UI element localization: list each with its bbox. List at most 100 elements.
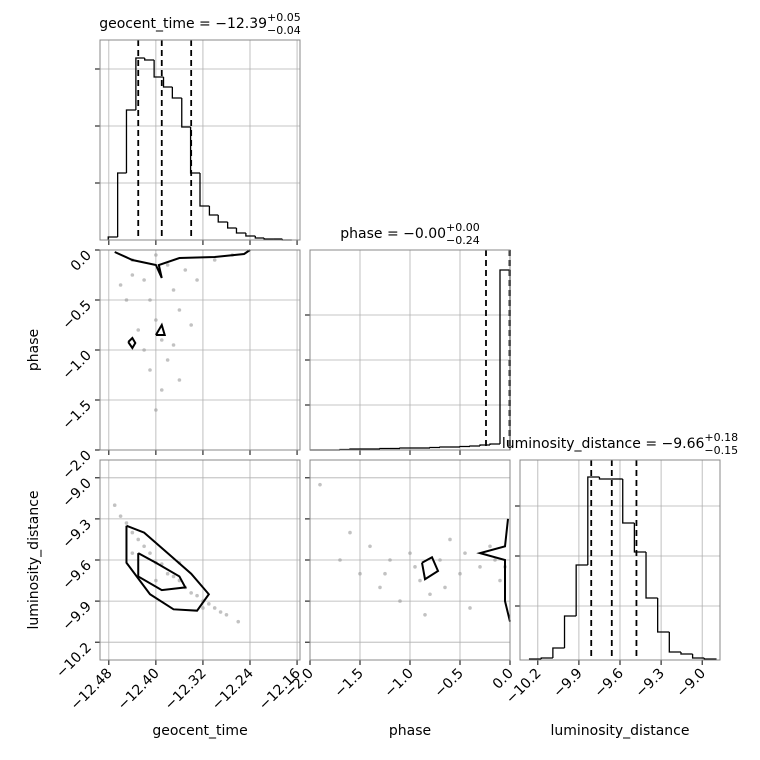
title-sup: +0.18 [704,431,738,444]
sample-point [195,593,199,598]
panel-border [309,249,511,451]
hist-step [181,98,191,128]
x-tick-label: −12.24 [209,665,257,713]
sample-point [148,551,152,555]
sample-point [130,551,135,555]
sample-point [383,571,387,576]
sample-point [154,318,158,322]
hist-step [575,564,588,616]
sample-point [165,263,170,267]
hist-step [459,445,470,448]
sample-point [458,571,462,576]
sample-point [142,348,146,352]
hist-step [263,238,274,240]
hist-step [116,172,127,237]
panel-title: luminosity_distance = −9.66+0.18 −0.15 [502,431,738,457]
hist-step [208,206,219,216]
panel-border [99,39,301,241]
sample-point [388,558,392,562]
sample-point [207,602,211,606]
sample-point [318,482,322,487]
hist-step [171,87,182,99]
sample-point [142,544,146,549]
sample-point [189,591,193,595]
sample-point [136,537,141,542]
hist-step [199,173,210,207]
hist-step [235,228,246,234]
panel-title: geocent_time = −12.39+0.05 −0.04 [99,11,301,37]
hist-step [645,552,658,599]
hist-step [135,57,145,110]
hist-step [563,615,577,648]
sample-point [378,585,382,590]
sample-point [418,578,422,583]
sample-point [195,278,199,282]
sample-point [468,606,472,610]
sample-point [338,558,342,562]
panel: −12.48 −12.40 −12.32 −12.24 −12.16−10.2−9.9−… [26,459,304,739]
hist-step [429,446,440,449]
panel-frame [100,40,300,240]
hist-step [144,58,155,61]
sample-point [165,358,170,362]
x-tick-label: −9.9 [550,666,585,701]
sample-point [124,298,129,302]
y-tick-label: −9.0 [59,475,94,510]
contour-line [476,518,511,622]
sample-point [118,283,123,287]
sample-point [358,571,362,576]
y-tick-label: −1.5 [59,398,94,433]
y-tick-label: −9.9 [59,599,94,634]
sample-point [171,574,176,579]
hist-step [540,657,553,659]
hist-step [469,445,480,447]
sample-point [177,378,182,382]
sample-point [130,273,135,277]
sample-point [148,368,152,372]
hist-step [668,632,681,653]
sample-point [154,253,158,257]
x-tick-label: −12.40 [115,666,163,714]
y-axis-label: phase [26,329,42,371]
panel-border [309,459,511,661]
hist-step [680,652,693,655]
title-main: luminosity_distance = −9.66 [502,436,705,452]
sample-point [348,530,352,535]
sample-point [201,606,205,610]
sample-point [443,585,447,590]
hist-step [552,647,565,658]
title-sub: −0.24 [446,234,480,247]
sample-point [148,298,152,302]
sample-point [448,537,452,542]
hist-step [489,443,500,445]
title-main: geocent_time = −12.39 [99,16,267,32]
panel-border [519,459,721,661]
hist-step [439,446,450,448]
panel-border [99,249,301,451]
sample-point [398,599,402,603]
hist-step [254,236,265,239]
sample-point [368,544,372,549]
x-tick-label: −1.0 [381,666,416,701]
x-axis-label: luminosity_distance [550,723,689,739]
sample-point [478,565,482,569]
y-axis-label: luminosity_distance [26,490,42,629]
sample-point [413,565,417,569]
y-tick-label: −2.0 [59,448,94,483]
sample-point [212,606,217,610]
title-sub: −0.15 [704,444,738,457]
sample-point [171,288,176,292]
sample-point [218,610,223,614]
title-sub: −0.04 [267,24,301,37]
contour-line [137,552,187,592]
sample-point [142,278,146,282]
x-tick-label: −9.3 [633,666,668,701]
hist-step [633,523,647,553]
x-axis-label: geocent_time [152,723,247,739]
y-tick-label: −10.2 [53,640,95,682]
x-tick-label: −1.5 [331,666,366,701]
hist-step [657,598,670,633]
sample-point [154,578,158,583]
